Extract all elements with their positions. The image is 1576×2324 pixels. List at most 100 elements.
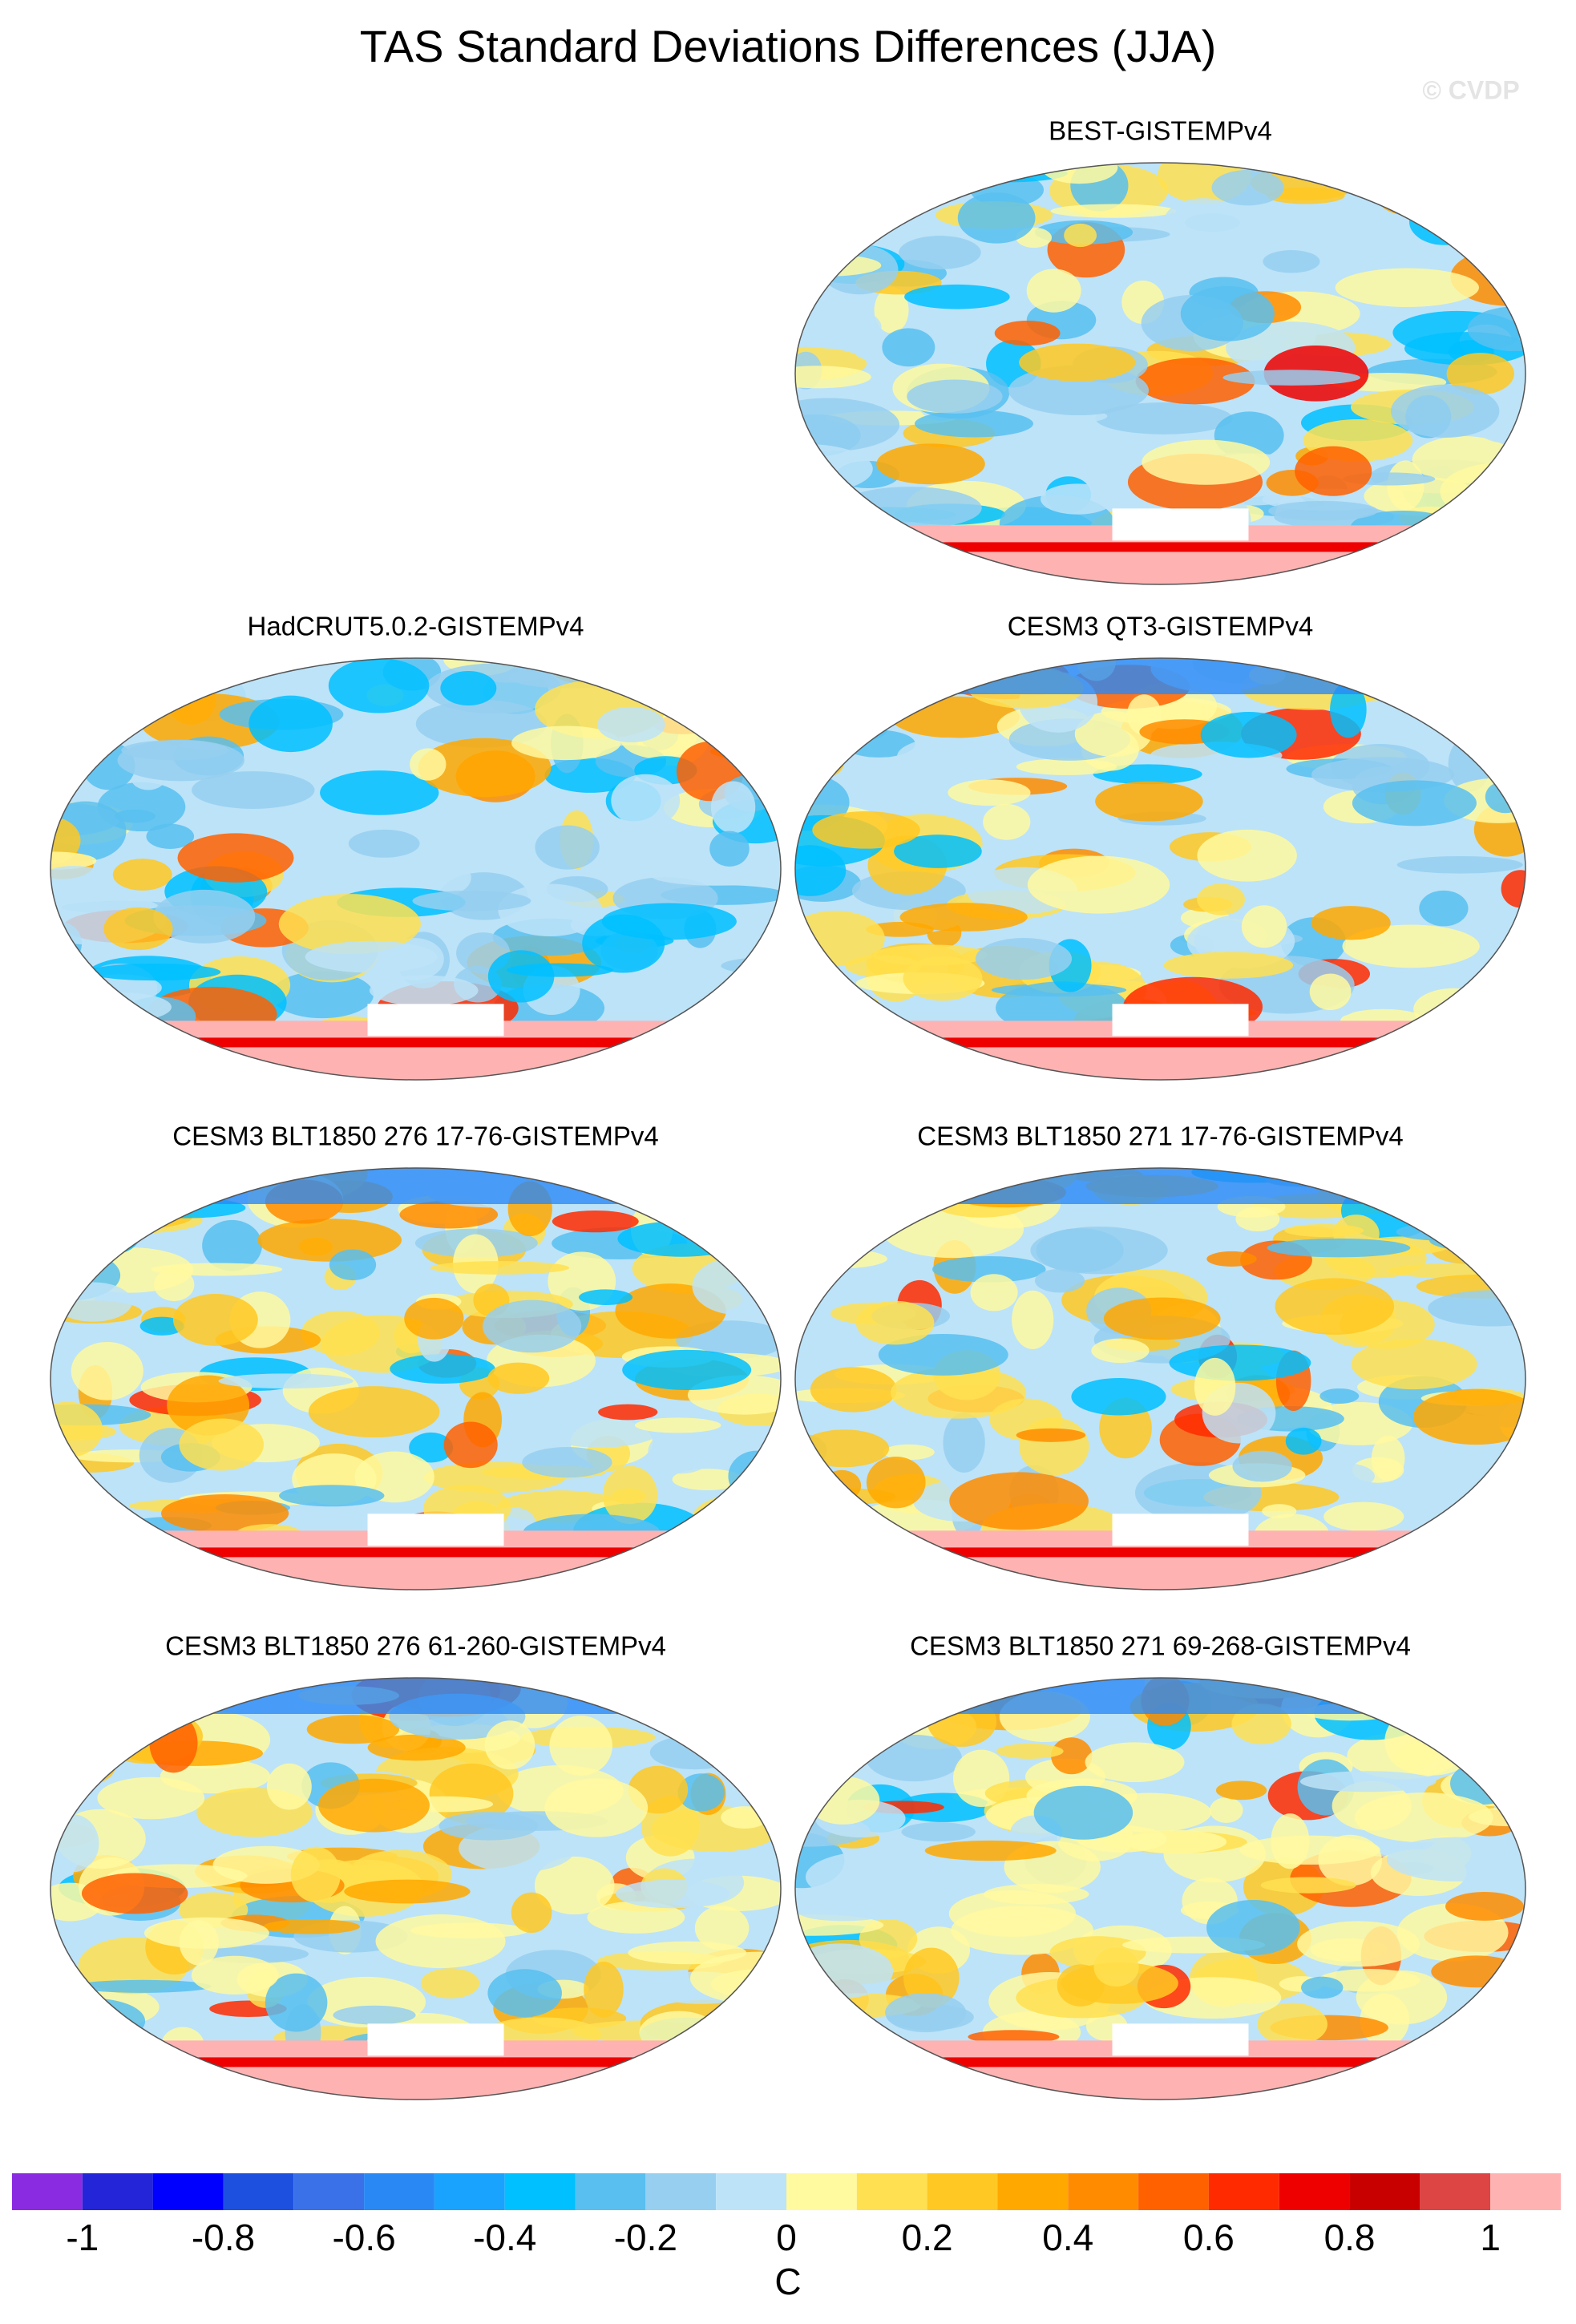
map-blob bbox=[994, 320, 1061, 346]
missing-data bbox=[1112, 1004, 1249, 1037]
map-blob bbox=[860, 680, 894, 707]
map-blob bbox=[154, 1268, 195, 1302]
map-blob bbox=[795, 443, 873, 494]
map-blob bbox=[810, 1367, 897, 1413]
colorbar-box bbox=[927, 2173, 998, 2210]
map-blob bbox=[795, 1168, 834, 1206]
map-blob bbox=[710, 781, 756, 834]
colorbar-tick-label: 0.4 bbox=[1042, 2217, 1093, 2258]
map-blob bbox=[1419, 890, 1469, 927]
colorbar-tick-label: -0.8 bbox=[192, 2217, 255, 2258]
map-blob bbox=[798, 1904, 888, 1922]
panel-title: BEST-GISTEMPv4 bbox=[1049, 116, 1272, 146]
map-blob bbox=[1390, 384, 1500, 439]
map-blob bbox=[1040, 483, 1115, 515]
colorbar-tick-label: 0.6 bbox=[1183, 2217, 1235, 2258]
map-blob bbox=[375, 1914, 506, 1969]
map-blob bbox=[51, 1998, 146, 2044]
antarctic-strip bbox=[51, 1037, 781, 1048]
map-blob bbox=[1093, 1947, 1139, 1987]
map-blob bbox=[263, 1918, 361, 1934]
map-blob bbox=[75, 1502, 131, 1557]
map-blob bbox=[328, 658, 430, 713]
map-blob bbox=[1330, 681, 1367, 738]
map-blob bbox=[1464, 1495, 1525, 1539]
map-blob bbox=[1299, 1771, 1437, 1793]
map-blob bbox=[720, 1189, 781, 1216]
map-blob bbox=[931, 1255, 1046, 1283]
map bbox=[795, 658, 1525, 1080]
map-blob bbox=[1409, 198, 1481, 245]
map-blob bbox=[121, 740, 228, 761]
map-blob bbox=[1457, 1189, 1503, 1235]
map-blob bbox=[616, 1879, 730, 1909]
map-blob bbox=[822, 1469, 862, 1502]
map-blob bbox=[1271, 1813, 1310, 1869]
colorbar-box bbox=[716, 2173, 786, 2210]
colorbar-box bbox=[645, 2173, 717, 2210]
map-blob bbox=[1215, 1780, 1267, 1801]
map-blob bbox=[883, 1444, 935, 1461]
colorbar-tick-label: 1 bbox=[1480, 2217, 1501, 2258]
map-blob bbox=[305, 940, 438, 973]
map-blob bbox=[651, 979, 721, 1024]
map-blob bbox=[795, 1168, 875, 1199]
map-blob bbox=[51, 689, 123, 728]
map-blob bbox=[51, 1170, 131, 1206]
map-blob bbox=[56, 1678, 119, 1722]
map-blob bbox=[202, 1219, 262, 1271]
map-blob bbox=[818, 168, 919, 192]
map-blob bbox=[1309, 973, 1352, 1011]
colorbar-box bbox=[82, 2173, 153, 2210]
map-blob bbox=[430, 1261, 570, 1275]
map-blob bbox=[1352, 780, 1477, 827]
map-blob bbox=[795, 705, 820, 734]
map-blob bbox=[511, 1892, 552, 1933]
map-blob bbox=[1470, 1740, 1525, 1788]
arctic-band bbox=[795, 1678, 1525, 1714]
map-blob bbox=[1446, 353, 1514, 395]
map-blob bbox=[1305, 163, 1449, 179]
map-blob bbox=[926, 658, 1027, 681]
map-blob bbox=[635, 678, 728, 711]
map-blob bbox=[734, 709, 781, 750]
map-blob bbox=[51, 1401, 103, 1458]
map-blob bbox=[795, 1486, 845, 1535]
map-blob bbox=[1376, 172, 1442, 216]
map-blob bbox=[677, 1773, 725, 1812]
map-blob bbox=[1142, 439, 1271, 485]
map-blob bbox=[1473, 718, 1525, 762]
map-blob bbox=[874, 287, 909, 333]
map-blob bbox=[498, 883, 603, 937]
map-blob bbox=[795, 988, 879, 1018]
map bbox=[51, 658, 781, 1080]
map-blob bbox=[1469, 1759, 1525, 1776]
map-blob bbox=[943, 1413, 985, 1473]
colorbar-box bbox=[504, 2173, 576, 2210]
map-blob bbox=[622, 1349, 752, 1390]
map-blob bbox=[257, 1219, 402, 1262]
map-blob bbox=[179, 1418, 265, 1471]
map-blob bbox=[329, 1249, 377, 1281]
map-blob bbox=[440, 671, 497, 706]
map-blob bbox=[333, 2005, 416, 2025]
map-blob bbox=[51, 851, 97, 870]
map-blob bbox=[1467, 306, 1525, 352]
map-blob bbox=[907, 379, 1003, 414]
antarctic-strip bbox=[795, 1037, 1525, 1048]
map-blob bbox=[1026, 269, 1081, 313]
arctic-band bbox=[51, 1678, 781, 1714]
map-blob bbox=[549, 1716, 612, 1776]
map-blob bbox=[85, 1197, 123, 1219]
map-blob bbox=[153, 889, 256, 944]
map-blob bbox=[51, 658, 115, 704]
colorbar-tick-label: 0.2 bbox=[902, 2217, 953, 2258]
map-blob bbox=[896, 737, 999, 776]
map-blob bbox=[1239, 1835, 1381, 1865]
arctic-band bbox=[795, 658, 1525, 694]
map-blob bbox=[795, 1977, 822, 2023]
map-blob bbox=[661, 658, 781, 686]
map-blob bbox=[579, 1289, 633, 1305]
colorbar-box bbox=[364, 2173, 434, 2210]
map-blob bbox=[1057, 1964, 1105, 2007]
